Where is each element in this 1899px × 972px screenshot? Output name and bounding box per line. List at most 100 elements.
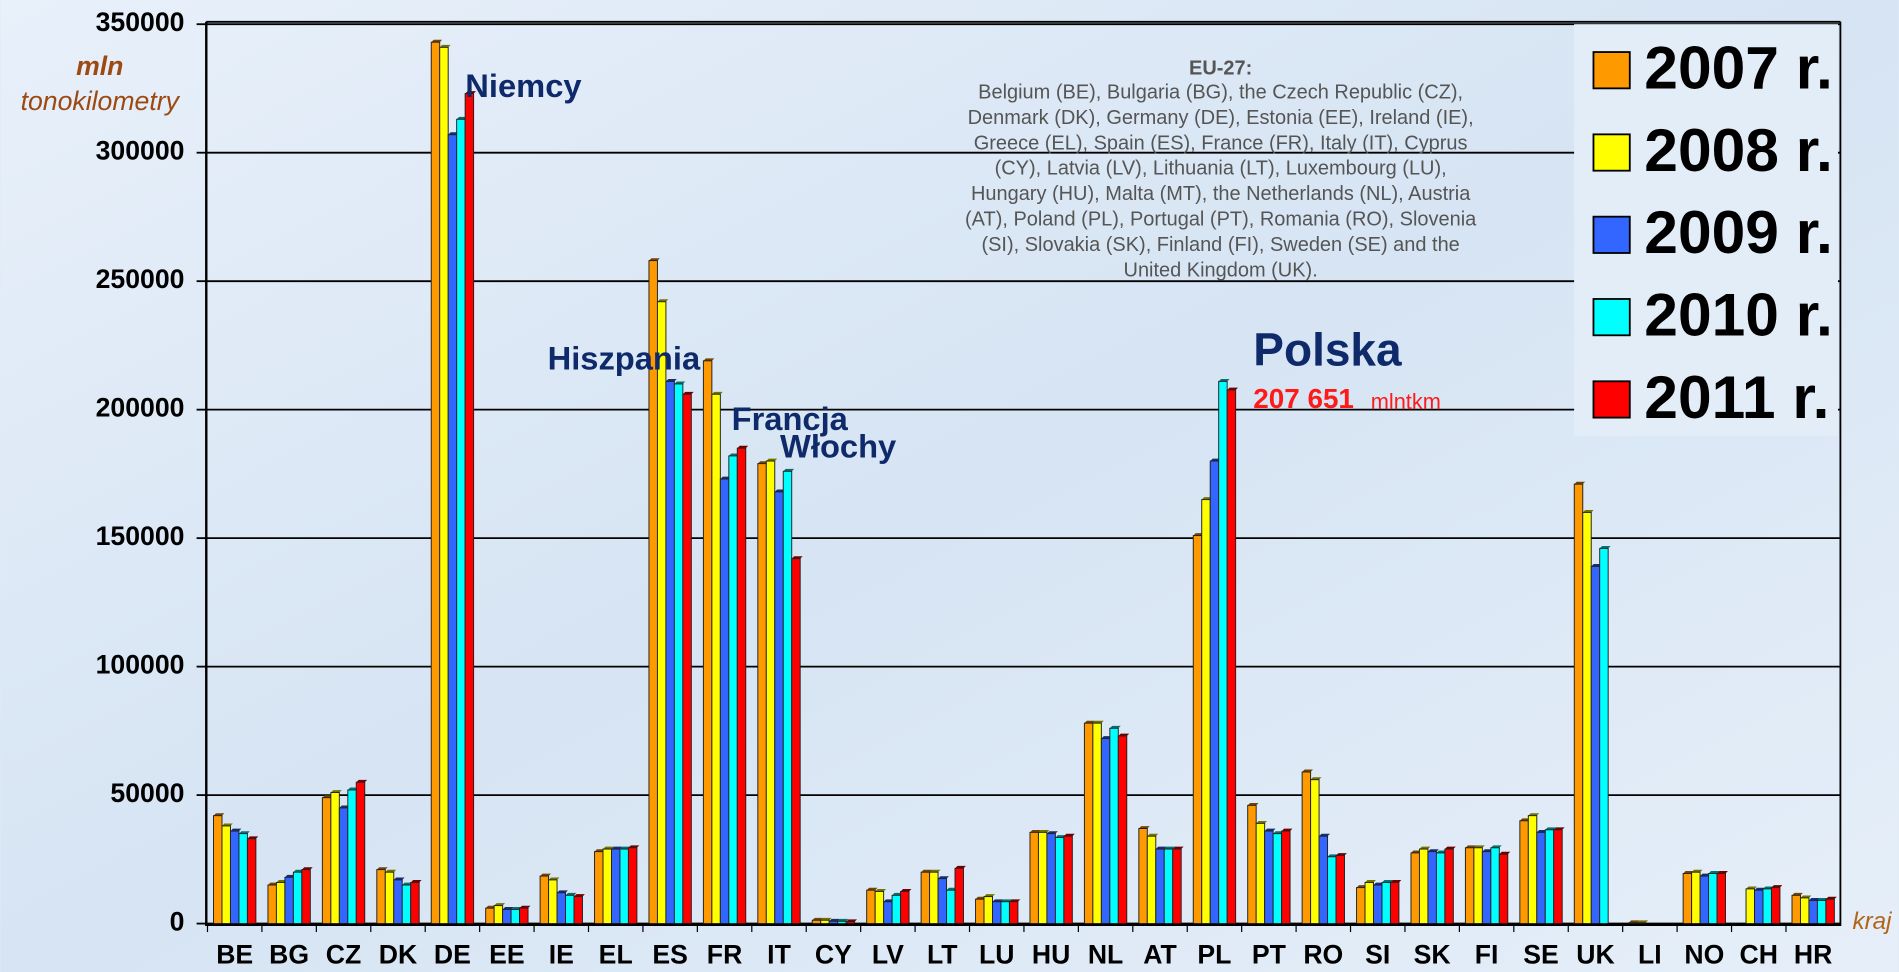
bar-side <box>1490 845 1502 848</box>
bar <box>1444 848 1454 925</box>
bar <box>619 848 629 925</box>
bar <box>464 93 475 925</box>
x-tick-label: HR <box>1794 939 1832 969</box>
bar-side <box>737 445 749 449</box>
bar-side <box>439 44 451 48</box>
y-tick-label: 50000 <box>110 778 184 808</box>
bar-side <box>1545 827 1557 830</box>
bar <box>301 869 311 925</box>
bar <box>1083 722 1094 925</box>
bar <box>1054 837 1065 925</box>
x-tick-label: LI <box>1638 939 1662 969</box>
bar <box>1318 835 1329 925</box>
bar-side <box>1708 871 1720 874</box>
bar <box>837 920 847 925</box>
bar-side <box>1419 846 1431 850</box>
note-line: (AT), Poland (PL), Portugal (PT), Romani… <box>965 209 1477 231</box>
bar <box>757 463 767 925</box>
bar-side <box>1009 899 1021 902</box>
bar <box>602 848 612 925</box>
bar <box>937 878 948 925</box>
bar <box>1628 922 1638 925</box>
bar-side <box>711 391 723 395</box>
bar-side <box>1264 828 1276 832</box>
legend-swatch <box>1592 51 1631 90</box>
bar <box>1310 779 1320 925</box>
bar <box>1682 872 1693 925</box>
x-tick-label: RO <box>1303 939 1343 969</box>
bar <box>900 890 910 925</box>
bar <box>1218 380 1228 925</box>
bar <box>1109 727 1119 925</box>
bar <box>1356 887 1366 925</box>
bar <box>1544 829 1555 925</box>
bar-side <box>1092 720 1104 724</box>
bar <box>384 871 395 925</box>
bar-side <box>213 813 225 816</box>
bar <box>229 830 240 925</box>
y-tick-label: 250000 <box>96 264 185 294</box>
bar <box>1745 888 1756 925</box>
bar-side <box>1109 725 1121 729</box>
bar <box>1264 830 1274 925</box>
x-tick-label: LT <box>927 939 958 969</box>
x-tick-label: CY <box>815 939 852 969</box>
note-line: (CY), Latvia (LV), Lithuania (LT), Luxem… <box>995 158 1447 180</box>
bar <box>954 867 964 925</box>
bar <box>719 478 730 925</box>
x-tick-label: FI <box>1475 939 1499 969</box>
bar-side <box>1336 853 1347 856</box>
legend: 2007 r. 2008 r. 2009 r. 2010 r. 2011 r. <box>1592 34 1833 431</box>
bar <box>1590 565 1601 925</box>
x-tick-label: IT <box>767 939 791 969</box>
bar <box>1163 848 1174 925</box>
bar <box>1791 894 1801 925</box>
bar-side <box>603 846 614 850</box>
bar <box>1754 889 1764 925</box>
bar <box>355 781 366 925</box>
bar <box>1410 852 1420 925</box>
bar-side <box>1528 813 1540 816</box>
bar-side <box>1164 846 1176 850</box>
bar-side <box>1319 833 1330 837</box>
bar <box>728 455 738 925</box>
bar <box>1029 831 1039 925</box>
bar-side <box>611 846 623 850</box>
bar <box>1201 499 1211 925</box>
bar-side <box>1046 831 1058 834</box>
bar <box>1473 847 1483 925</box>
bar-side <box>548 877 560 880</box>
bar <box>736 447 747 925</box>
bar <box>1255 822 1266 925</box>
legend-swatch <box>1592 298 1631 337</box>
x-tick-label: DK <box>379 939 417 969</box>
bar-side <box>1310 777 1322 780</box>
bar-side <box>230 828 242 832</box>
bar <box>891 894 902 925</box>
bar <box>439 46 449 925</box>
bar <box>765 460 776 925</box>
bar <box>1464 847 1475 925</box>
bar-side <box>1381 880 1393 883</box>
bar-side <box>955 865 966 869</box>
bar-side <box>330 790 342 793</box>
bar <box>430 41 441 925</box>
bar-side <box>519 905 531 909</box>
bar-side <box>1825 896 1837 900</box>
bar-side <box>829 918 841 922</box>
bar <box>1762 888 1772 925</box>
bar <box>820 919 830 925</box>
bar <box>1364 881 1374 925</box>
x-axis-label: kraj <box>1853 908 1893 935</box>
y-tick-label: 200000 <box>96 393 185 423</box>
bar <box>1335 855 1345 925</box>
annotation: Niemcy <box>465 67 581 104</box>
bar <box>1037 831 1048 925</box>
bar-side <box>1691 869 1703 873</box>
bar <box>376 869 386 925</box>
bar <box>1138 828 1148 925</box>
bar <box>992 901 1002 925</box>
x-tick-label: EL <box>599 939 633 969</box>
bar <box>284 876 294 925</box>
